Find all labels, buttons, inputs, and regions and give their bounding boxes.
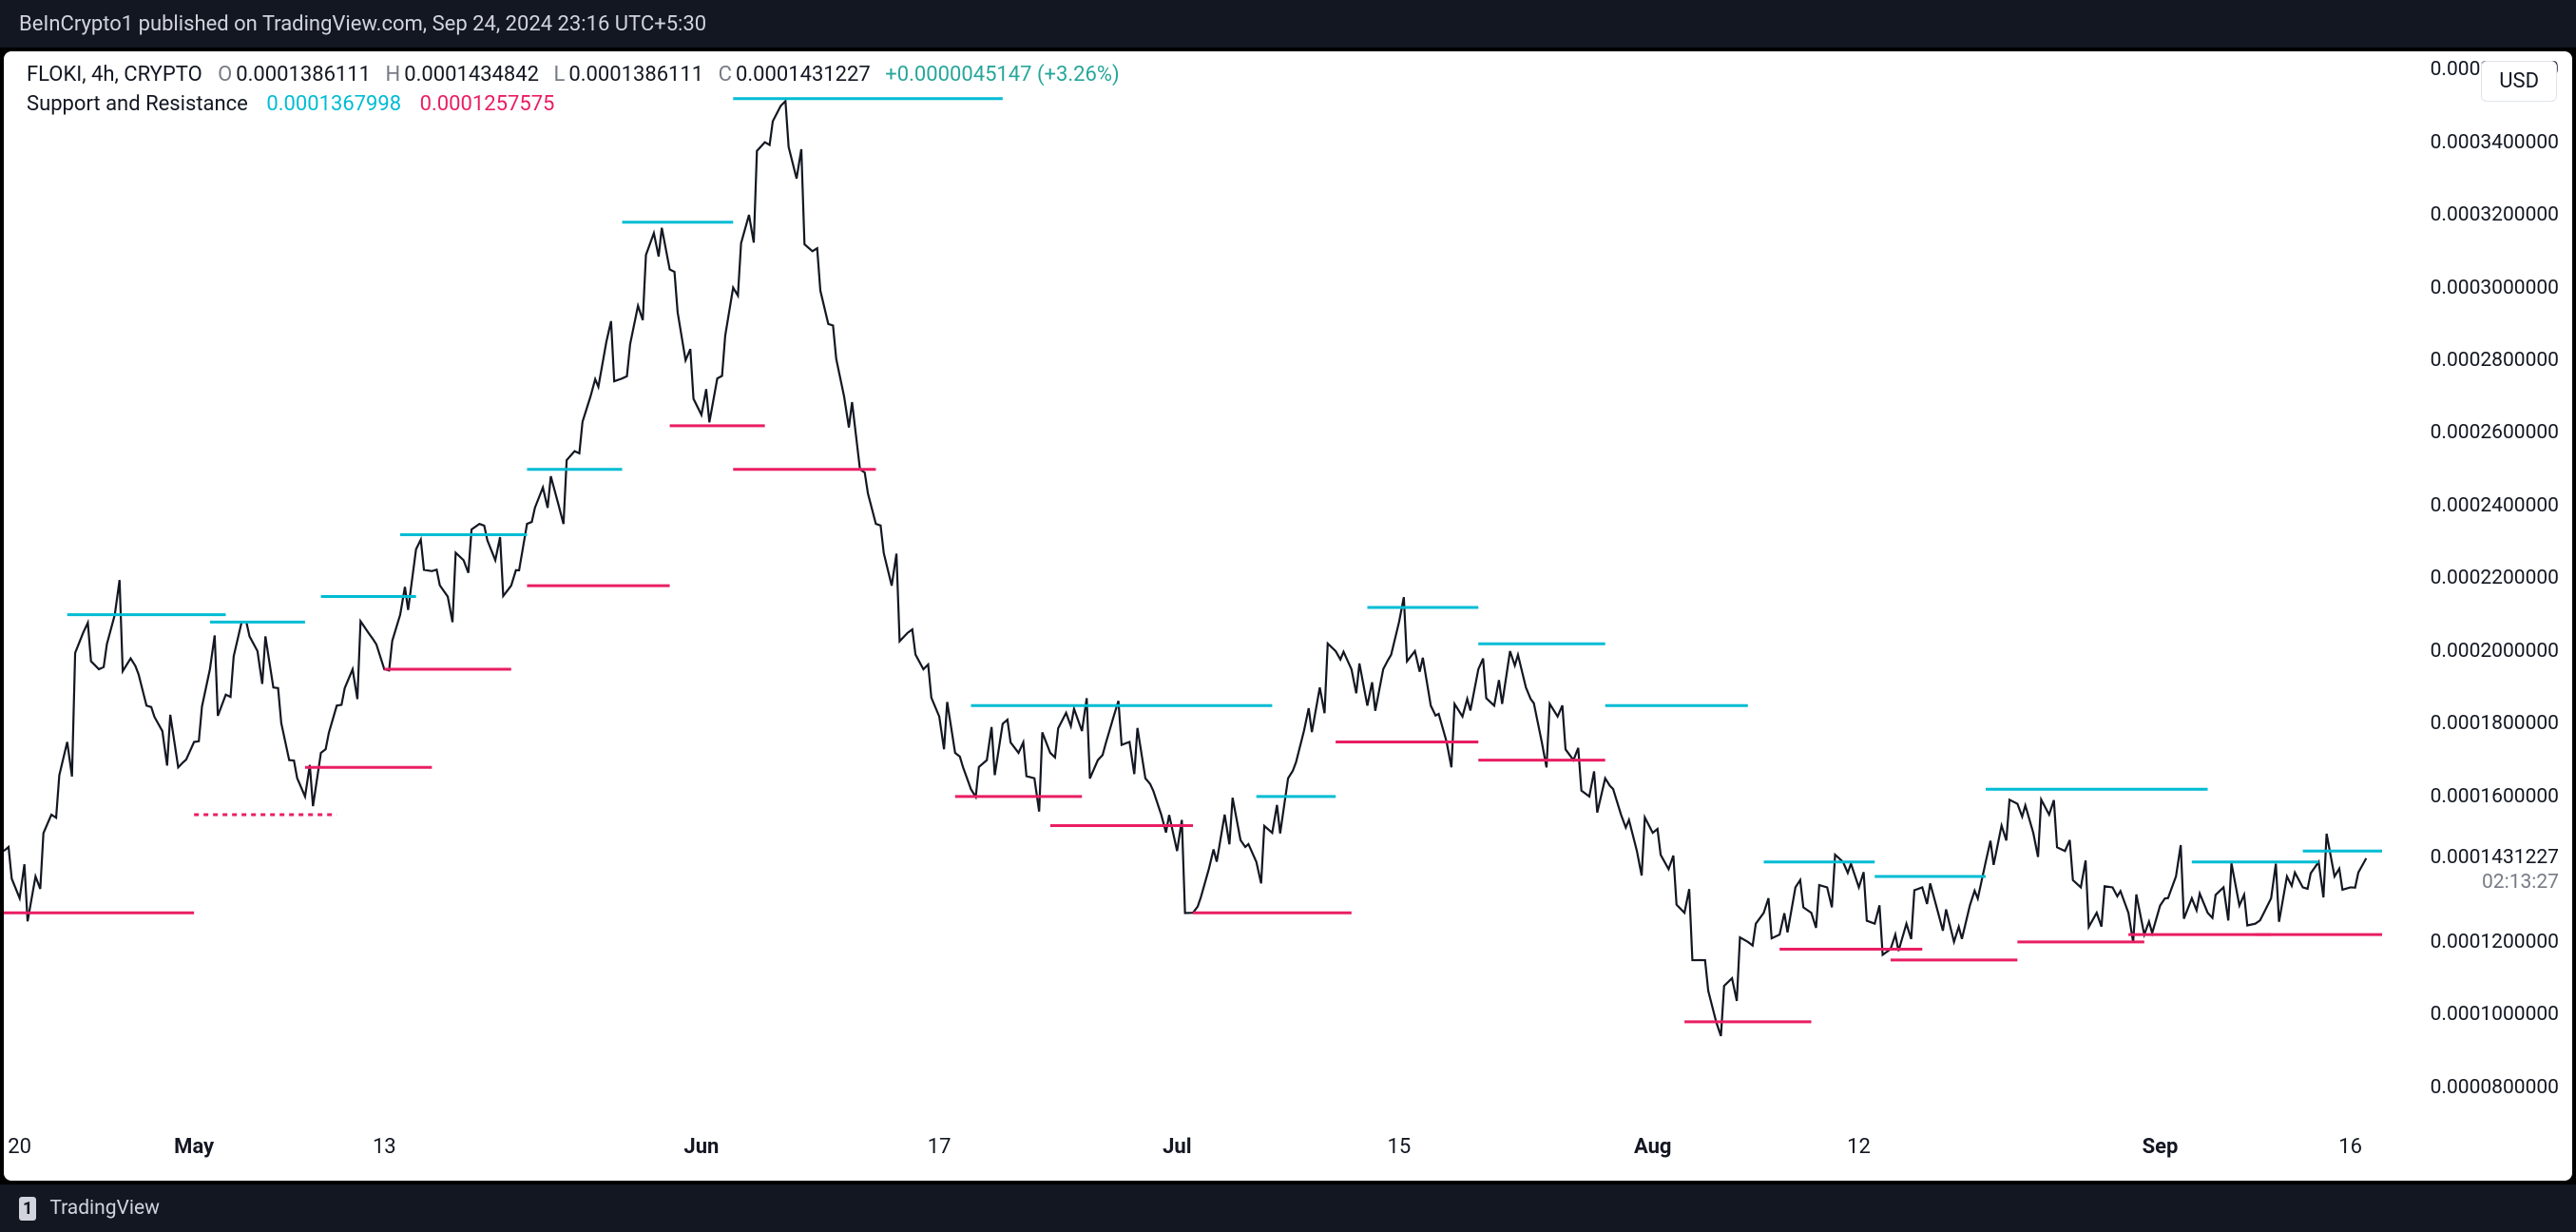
symbol-label[interactable]: FLOKI, 4h, CRYPTO: [27, 63, 202, 87]
y-axis-tick: 0.0001600000: [2431, 785, 2559, 808]
y-axis-tick: 0.0002200000: [2431, 567, 2559, 589]
x-axis-tick: 16: [2338, 1135, 2362, 1159]
y-axis-tick: 0.0000800000: [2431, 1076, 2559, 1099]
y-axis-tick: 0.0001200000: [2431, 931, 2559, 953]
price-chart-svg: [4, 51, 2382, 1124]
y-axis-tick: 0.0003200000: [2431, 203, 2559, 226]
change-value: +0.0000045147 (+3.26%): [885, 63, 1119, 87]
currency-badge[interactable]: USD: [2481, 61, 2557, 102]
c-value: 0.0001431227: [736, 63, 871, 87]
l-label: L: [553, 63, 565, 87]
y-axis-tick: 0.0002600000: [2431, 421, 2559, 444]
x-axis-tick: 12: [1847, 1135, 1871, 1159]
y-axis-tick: 0.0001800000: [2431, 712, 2559, 735]
tradingview-logo-text[interactable]: TradingView: [49, 1197, 160, 1220]
x-axis-tick: 13: [373, 1135, 396, 1159]
indicator-value-1: 0.0001367998: [266, 92, 401, 116]
y-axis-tick: 0.0002400000: [2431, 494, 2559, 517]
chart-header: FLOKI, 4h, CRYPTO O0.0001386111 H0.00014…: [27, 63, 1120, 116]
bottom-bar: 1 TradingView: [0, 1184, 2576, 1232]
symbol-ohlc-line: FLOKI, 4h, CRYPTO O0.0001386111 H0.00014…: [27, 63, 1120, 87]
tradingview-logo-icon: 1: [19, 1197, 36, 1221]
y-axis-tick: 0.0002000000: [2431, 640, 2559, 663]
y-axis-tick: 0.0001000000: [2431, 1003, 2559, 1026]
publish-info-bar: BeInCrypto1 published on TradingView.com…: [0, 0, 2576, 48]
l-value: 0.0001386111: [568, 63, 703, 87]
x-axis-tick: Jul: [1163, 1135, 1191, 1159]
app-container: BeInCrypto1 published on TradingView.com…: [0, 0, 2576, 1232]
x-axis-tick: 17: [928, 1135, 952, 1159]
plot-region[interactable]: [4, 51, 2382, 1124]
h-label: H: [386, 63, 401, 87]
x-axis-tick: Sep: [2143, 1135, 2179, 1159]
x-axis-tick: 15: [1387, 1135, 1411, 1159]
y-axis-tick: 0.0002800000: [2431, 349, 2559, 372]
x-axis-tick: Aug: [1634, 1135, 1672, 1159]
indicator-line: Support and Resistance 0.0001367998 0.00…: [27, 92, 1120, 116]
y-axis-tick: 0.0003000000: [2431, 277, 2559, 299]
x-axis-tick: Jun: [683, 1135, 719, 1159]
countdown-timer: 02:13:27: [2482, 871, 2559, 894]
x-axis[interactable]: 20 May 13 Jun 17 Jul 15 Aug 12 Sep 16: [4, 1124, 2382, 1181]
indicator-name[interactable]: Support and Resistance: [27, 92, 248, 116]
x-axis-tick: 20: [8, 1135, 31, 1159]
publish-text: BeInCrypto1 published on TradingView.com…: [19, 12, 706, 36]
c-label: C: [719, 63, 732, 87]
h-value: 0.0001434842: [404, 63, 539, 87]
currency-label: USD: [2499, 69, 2539, 93]
x-axis-tick: May: [174, 1135, 214, 1159]
o-label: O: [218, 63, 232, 87]
y-axis-tick: 0.0003400000: [2431, 131, 2559, 154]
indicator-value-2: 0.0001257575: [420, 92, 555, 116]
y-axis[interactable]: 0.00036000000.00034000000.00032000000.00…: [2382, 51, 2572, 1124]
chart-area[interactable]: FLOKI, 4h, CRYPTO O0.0001386111 H0.00014…: [4, 51, 2572, 1181]
o-value: 0.0001386111: [236, 63, 371, 87]
current-price-tag: 0.0001431227: [2431, 846, 2559, 869]
